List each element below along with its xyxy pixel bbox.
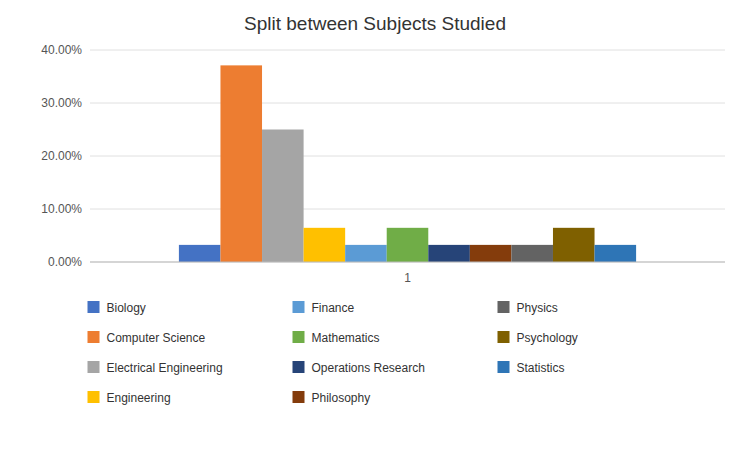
bar: [304, 228, 346, 262]
legend-swatch: [293, 331, 305, 343]
bar: [595, 245, 637, 262]
bar: [262, 130, 304, 263]
bar: [387, 228, 429, 262]
bar: [470, 245, 512, 262]
bar: [428, 245, 470, 262]
legend-item: Finance: [293, 301, 355, 315]
chart: Split between Subjects Studied0.00%10.00…: [0, 0, 750, 449]
legend-item: Electrical Engineering: [88, 361, 223, 375]
legend-item: Operations Research: [293, 361, 425, 375]
legend-label: Mathematics: [312, 331, 380, 345]
legend-item: Statistics: [498, 361, 565, 375]
legend-label: Operations Research: [312, 361, 425, 375]
legend-item: Physics: [498, 301, 558, 315]
bar: [345, 245, 387, 262]
legend-swatch: [498, 301, 510, 313]
y-tick-label: 30.00%: [41, 96, 82, 110]
legend-item: Engineering: [88, 391, 171, 405]
y-tick-label: 20.00%: [41, 149, 82, 163]
legend-label: Psychology: [517, 331, 578, 345]
legend-swatch: [88, 361, 100, 373]
legend-swatch: [498, 331, 510, 343]
bar: [179, 245, 221, 262]
grid-line: [90, 50, 725, 51]
legend-swatch: [498, 361, 510, 373]
y-tick-label: 10.00%: [41, 202, 82, 216]
legend-item: Mathematics: [293, 331, 380, 345]
bar: [511, 245, 553, 262]
legend-label: Computer Science: [107, 331, 206, 345]
grid-line: [90, 103, 725, 104]
bar: [220, 65, 262, 262]
x-tick-label: 1: [404, 271, 411, 285]
grid-line: [90, 156, 725, 157]
legend-label: Engineering: [107, 391, 171, 405]
legend-item: Biology: [88, 301, 146, 315]
legend-swatch: [88, 301, 100, 313]
legend-item: Philosophy: [293, 391, 371, 405]
legend-item: Psychology: [498, 331, 578, 345]
y-axis: 0.00% 10.00% 20.00% 30.00% 40.00%: [41, 43, 725, 269]
legend-swatch: [88, 331, 100, 343]
bars: [179, 65, 636, 262]
grid-line: [90, 262, 725, 263]
legend-swatch: [293, 361, 305, 373]
x-axis-line: [90, 262, 725, 263]
legend-swatch: [293, 301, 305, 313]
title: Split between Subjects Studied: [244, 13, 506, 34]
legend-swatch: [293, 391, 305, 403]
grid-line: [90, 209, 725, 210]
legend-label: Statistics: [517, 361, 565, 375]
y-tick-label: 40.00%: [41, 43, 82, 57]
legend-item: Computer Science: [88, 331, 206, 345]
legend-swatch: [88, 391, 100, 403]
legend: Biology Computer Science Electrical Engine…: [88, 301, 578, 405]
legend-label: Biology: [107, 301, 146, 315]
legend-label: Physics: [517, 301, 558, 315]
legend-label: Finance: [312, 301, 355, 315]
bar: [553, 228, 595, 262]
legend-label: Electrical Engineering: [107, 361, 223, 375]
y-tick-label: 0.00%: [48, 255, 82, 269]
legend-label: Philosophy: [312, 391, 371, 405]
